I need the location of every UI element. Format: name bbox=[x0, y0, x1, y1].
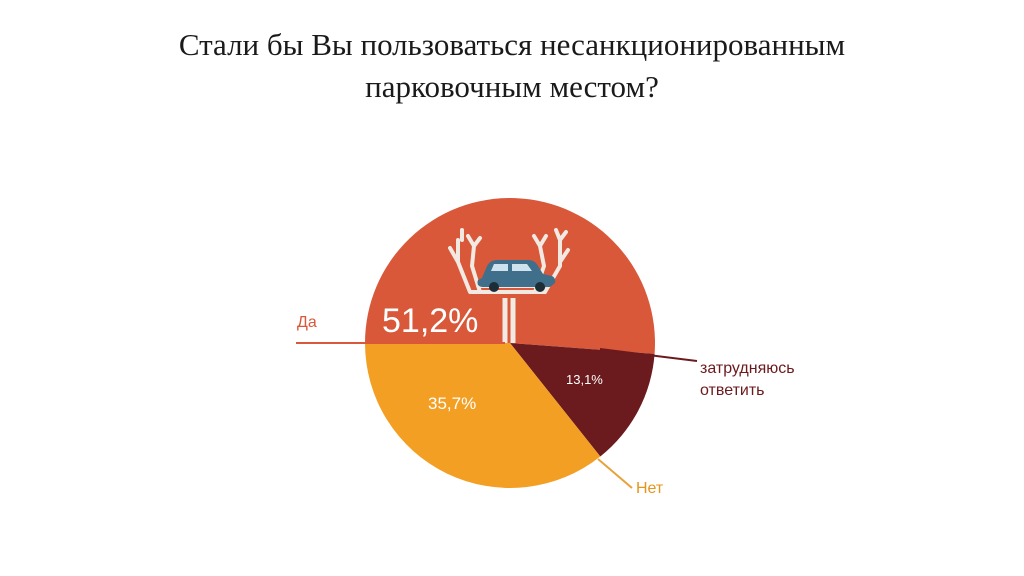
data-label-hard-to-answer: 13,1% bbox=[566, 372, 603, 387]
slice-label-yes: Да bbox=[297, 314, 317, 331]
slice-label-hard-line-1: затрудняюсь bbox=[700, 360, 795, 377]
pie-slice-hard-to-answer bbox=[510, 343, 655, 457]
slide-title: Стали бы Вы пользоваться несанкционирова… bbox=[0, 24, 1024, 108]
slide-title-line-1: Стали бы Вы пользоваться несанкционирова… bbox=[178, 27, 846, 62]
car-icon bbox=[477, 260, 556, 292]
slice-label-hard-to-answer: затрудняюсь ответить bbox=[700, 358, 795, 402]
slide-title-line-2: парковочным местом? bbox=[365, 69, 659, 104]
slice-label-hard-line-2: ответить bbox=[700, 382, 765, 399]
tree-branches bbox=[448, 228, 570, 294]
pie-slice-no bbox=[365, 343, 601, 488]
leader-lines bbox=[296, 342, 698, 489]
slice-label-no: Нет bbox=[636, 480, 664, 497]
tree-trunk bbox=[502, 298, 516, 343]
data-label-yes: 51,2% bbox=[382, 302, 479, 340]
data-label-no: 35,7% bbox=[428, 394, 477, 413]
leader-line-no bbox=[597, 458, 633, 489]
leader-line-hard bbox=[599, 348, 698, 362]
tree-with-car-illustration bbox=[448, 228, 570, 343]
